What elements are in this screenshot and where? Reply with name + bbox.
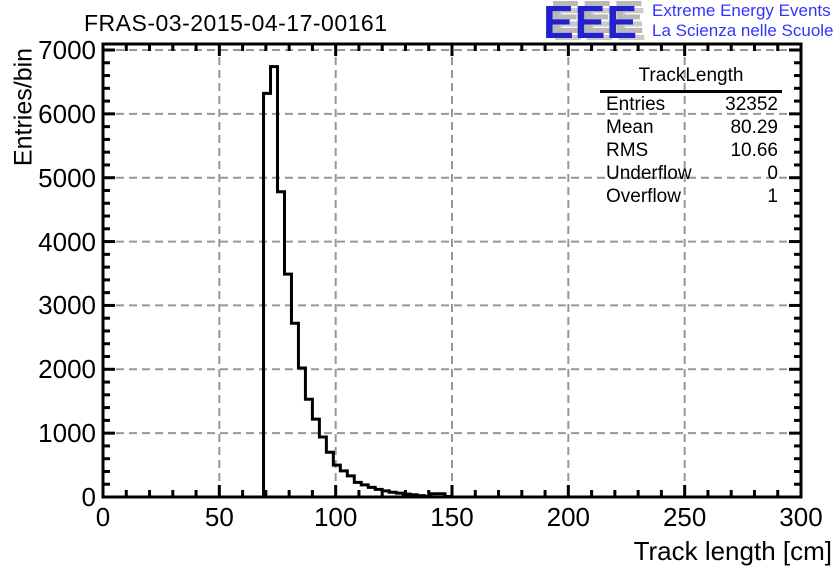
stats-row-mean: Mean 80.29	[600, 116, 782, 139]
x-axis-title: Track length [cm]	[633, 536, 832, 566]
y-tick-label: 6000	[38, 98, 96, 129]
stats-label: RMS	[606, 140, 649, 161]
y-tick-label: 7000	[38, 35, 96, 65]
eee-logo-line2: La Scienza nelle Scuole	[652, 21, 834, 40]
y-tick-label: 5000	[38, 162, 96, 193]
x-tick-label: 200	[546, 502, 591, 532]
x-tick-label: 0	[95, 502, 111, 532]
stats-label: Underflow	[606, 163, 692, 184]
stats-label: Entries	[606, 94, 666, 115]
stats-value: 0	[767, 163, 778, 184]
stats-label: Mean	[606, 117, 654, 138]
x-tick-label: 100	[313, 502, 358, 532]
eee-logo: EEE Extreme Energy Events La Scienza nel…	[543, 0, 834, 48]
stats-row-underflow: Underflow 0	[600, 162, 782, 185]
x-tick-label: 150	[430, 502, 474, 532]
stats-value: 80.29	[730, 117, 778, 138]
stats-box: TrackLength Entries 32352 Mean 80.29 RMS…	[600, 64, 782, 208]
x-tick-label: 50	[204, 502, 234, 532]
stats-value: 10.66	[730, 140, 778, 161]
stats-value: 1	[767, 186, 778, 207]
stats-row-rms: RMS 10.66	[600, 139, 782, 162]
y-tick-label: 1000	[38, 418, 96, 449]
y-tick-label: 3000	[38, 290, 96, 321]
stats-label: Overflow	[606, 186, 681, 207]
stats-row-entries: Entries 32352	[600, 93, 782, 116]
stats-title: TrackLength	[600, 64, 782, 93]
y-tick-label: 4000	[38, 226, 96, 257]
eee-logo-line1: Extreme Energy Events	[652, 1, 831, 20]
plot-title: FRAS-03-2015-04-17-00161	[84, 10, 388, 36]
y-tick-label: 0	[81, 482, 96, 512]
eee-logo-letters: EEE	[543, 0, 639, 48]
stats-value: 32352	[725, 94, 778, 115]
x-tick-label: 250	[662, 502, 707, 532]
stats-row-overflow: Overflow 1	[600, 185, 782, 208]
eee-logo-text: Extreme Energy Events La Scienza nelle S…	[652, 0, 833, 41]
x-tick-label: 300	[779, 502, 823, 532]
histogram-line	[103, 65, 801, 499]
y-tick-label: 2000	[38, 354, 96, 385]
